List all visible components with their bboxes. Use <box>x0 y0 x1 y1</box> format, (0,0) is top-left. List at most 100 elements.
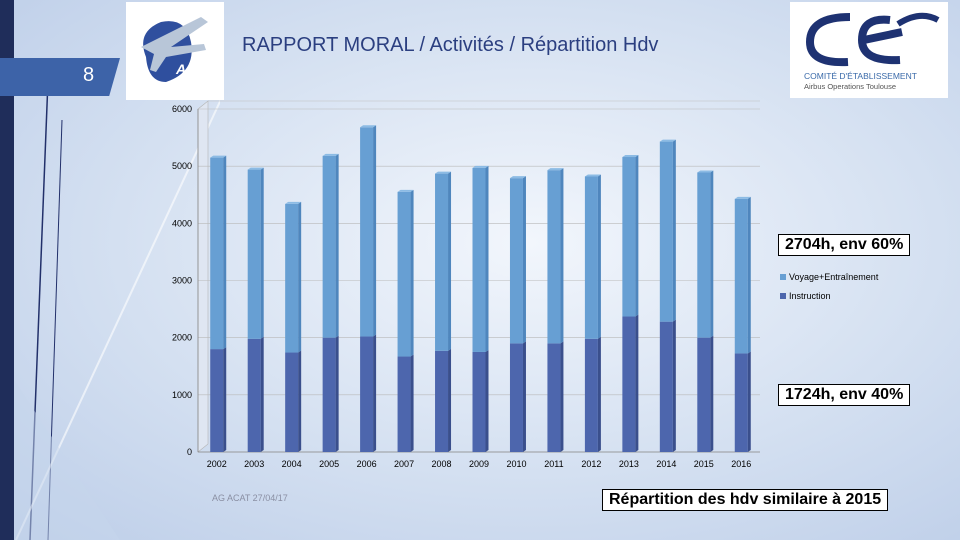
bar-instruction-side-2011 <box>560 341 564 452</box>
bar-voyage-side-2006 <box>373 125 377 337</box>
bar-voyage-2003 <box>247 169 261 339</box>
bar-instruction-2011 <box>547 343 561 452</box>
bar-instruction-side-2016 <box>747 351 751 452</box>
bar-instruction-side-2005 <box>335 335 339 452</box>
x-tick-label-2004: 2004 <box>282 459 302 469</box>
svg-text:ACAT: ACAT <box>175 61 215 77</box>
bar-voyage-side-2009 <box>485 165 489 352</box>
y-tick-label-1000: 1000 <box>172 390 192 400</box>
bar-voyage-side-2010 <box>522 176 526 344</box>
x-tick-label-2015: 2015 <box>694 459 714 469</box>
bar-voyage-2012 <box>584 176 598 339</box>
x-tick-label-2016: 2016 <box>731 459 751 469</box>
x-tick-label-2003: 2003 <box>244 459 264 469</box>
bar-instruction-side-2014 <box>672 319 676 452</box>
bar-voyage-2013 <box>622 157 636 317</box>
decorative-lines <box>14 79 220 540</box>
bar-voyage-side-2005 <box>335 153 339 338</box>
x-tick-label-2007: 2007 <box>394 459 414 469</box>
bar-instruction-side-2003 <box>260 336 264 452</box>
bar-voyage-2009 <box>472 167 486 352</box>
bar-voyage-top-2012 <box>584 174 601 177</box>
bar-voyage-top-2016 <box>734 196 751 199</box>
legend-label-voyage: Voyage+Entraînement <box>789 272 879 282</box>
bar-instruction-2002 <box>210 349 224 452</box>
bar-instruction-2003 <box>247 338 261 452</box>
y-tick-label-3000: 3000 <box>172 276 192 286</box>
chart-legend: Voyage+Entraînement Instruction <box>780 272 878 310</box>
acat-logo: ACAT <box>126 2 224 100</box>
bar-voyage-side-2015 <box>710 170 714 338</box>
bar-voyage-side-2014 <box>672 139 676 322</box>
y-tick-label-2000: 2000 <box>172 333 192 343</box>
y-tick-label-0: 0 <box>187 447 192 457</box>
svg-text:COMITÉ D'ÉTABLISSEMENT: COMITÉ D'ÉTABLISSEMENT <box>804 71 917 81</box>
bar-voyage-side-2008 <box>448 171 452 351</box>
bar-voyage-side-2012 <box>597 174 601 339</box>
bar-voyage-top-2004 <box>285 201 302 204</box>
x-tick-label-2009: 2009 <box>469 459 489 469</box>
bar-instruction-side-2004 <box>298 350 302 452</box>
y-tick-label-4000: 4000 <box>172 218 192 228</box>
bar-instruction-side-2008 <box>448 348 452 452</box>
ce-logo: COMITÉ D'ÉTABLISSEMENT Airbus Operations… <box>790 2 948 98</box>
bar-voyage-top-2014 <box>659 139 676 142</box>
callout-voyage-total: 2704h, env 60% <box>778 234 911 256</box>
bar-voyage-2008 <box>435 173 449 351</box>
page-title: RAPPORT MORAL / Activités / Répartition … <box>242 34 659 56</box>
bar-voyage-top-2003 <box>247 167 264 170</box>
bar-voyage-2007 <box>397 191 411 357</box>
bar-voyage-top-2015 <box>697 170 714 173</box>
bar-voyage-side-2007 <box>410 189 414 357</box>
x-tick-label-2013: 2013 <box>619 459 639 469</box>
bar-instruction-2005 <box>322 337 336 452</box>
bar-voyage-top-2013 <box>622 155 639 158</box>
bar-instruction-side-2009 <box>485 349 489 452</box>
legend-item-instruction: Instruction <box>780 291 878 301</box>
bar-voyage-2002 <box>210 157 224 350</box>
bar-voyage-side-2013 <box>635 155 639 317</box>
left-band <box>0 0 14 540</box>
x-tick-label-2012: 2012 <box>581 459 601 469</box>
x-tick-label-2002: 2002 <box>207 459 227 469</box>
bar-instruction-2008 <box>435 350 449 452</box>
x-tick-label-2006: 2006 <box>357 459 377 469</box>
bar-voyage-2014 <box>659 141 673 322</box>
legend-swatch-voyage <box>780 274 786 280</box>
legend-item-voyage: Voyage+Entraînement <box>780 272 878 282</box>
bar-voyage-side-2011 <box>560 168 564 344</box>
bar-instruction-side-2007 <box>410 354 414 452</box>
bar-instruction-side-2010 <box>522 341 526 452</box>
bar-voyage-top-2002 <box>210 155 227 158</box>
footer-text: AG ACAT 27/04/17 <box>212 493 288 503</box>
bar-voyage-2016 <box>734 198 748 354</box>
bar-instruction-side-2002 <box>223 347 227 452</box>
bar-instruction-2016 <box>734 353 748 452</box>
bar-instruction-2013 <box>622 316 636 452</box>
bar-voyage-side-2016 <box>747 196 751 354</box>
bar-voyage-top-2005 <box>322 153 339 156</box>
bar-voyage-2015 <box>697 172 711 338</box>
chart-side-wall <box>197 100 209 453</box>
page-number-tab <box>0 58 120 96</box>
bar-voyage-2004 <box>285 203 299 353</box>
bar-voyage-top-2011 <box>547 168 564 171</box>
y-tick-label-6000: 6000 <box>172 104 192 114</box>
svg-text:Airbus Operations Toulouse: Airbus Operations Toulouse <box>804 82 896 91</box>
bar-voyage-side-2003 <box>260 167 264 339</box>
page-number: 8 <box>83 64 95 86</box>
bar-instruction-2010 <box>509 343 523 452</box>
bar-voyage-top-2008 <box>435 171 452 174</box>
callout-instruction-total: 1724h, env 40% <box>778 384 911 406</box>
bar-voyage-top-2006 <box>360 125 377 128</box>
x-tick-label-2014: 2014 <box>656 459 676 469</box>
bar-instruction-side-2006 <box>373 334 377 452</box>
x-tick-label-2008: 2008 <box>432 459 452 469</box>
bar-voyage-2010 <box>509 178 523 344</box>
bar-voyage-2006 <box>360 127 374 337</box>
bar-instruction-2009 <box>472 351 486 452</box>
callout-conclusion: Répartition des hdv similaire à 2015 <box>602 489 889 511</box>
bar-instruction-2012 <box>584 338 598 452</box>
bar-voyage-2005 <box>322 155 336 338</box>
